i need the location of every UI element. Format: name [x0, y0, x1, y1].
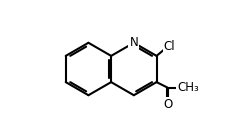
Text: O: O — [177, 81, 186, 94]
Text: CH₃: CH₃ — [178, 81, 199, 94]
Text: N: N — [130, 36, 138, 49]
Text: Cl: Cl — [164, 40, 175, 53]
Text: O: O — [163, 98, 172, 111]
